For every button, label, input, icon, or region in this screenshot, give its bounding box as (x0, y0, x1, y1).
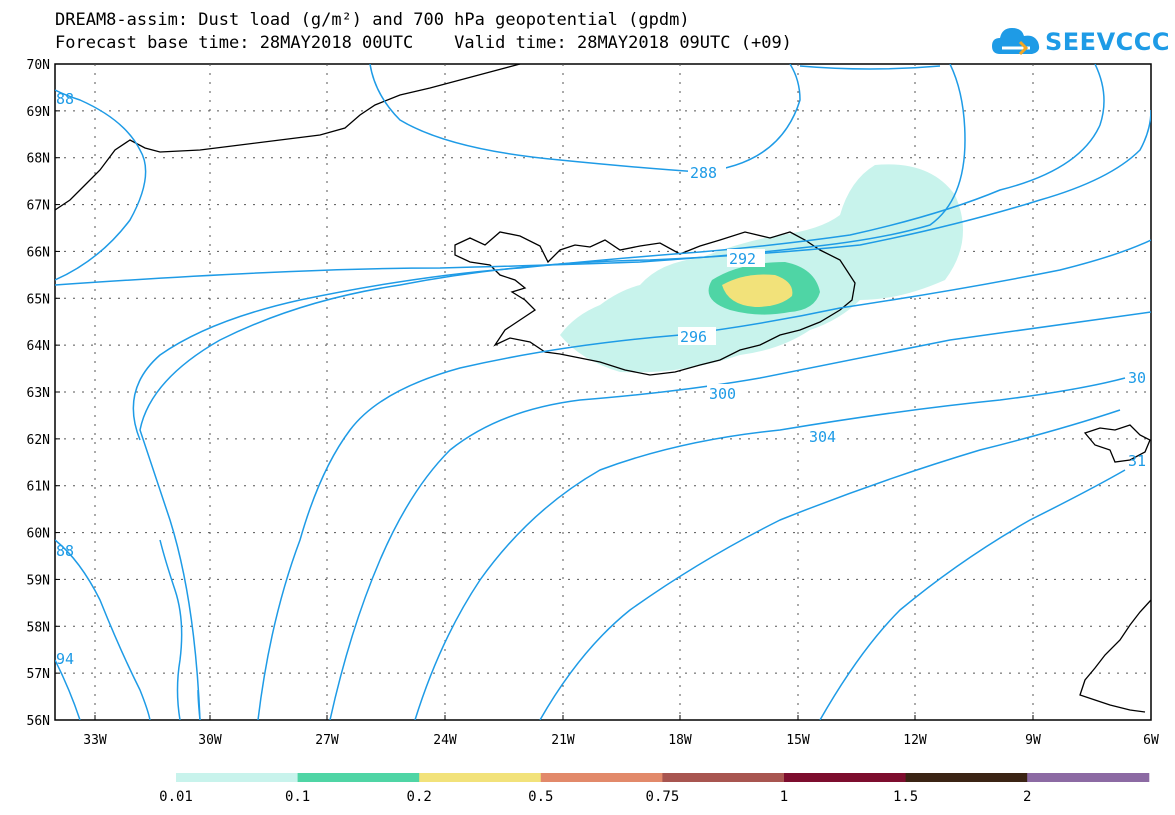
legend-label: 2 (1023, 789, 1031, 805)
lat-label: 68N (27, 152, 50, 167)
contour-308 (329, 311, 1151, 720)
logo-text: SEEVCCC (1045, 28, 1170, 56)
iceland-coastline (454, 231, 856, 376)
contour-label-308-east: 30 (1128, 369, 1146, 387)
contour-label-bg (678, 327, 716, 345)
contour-label-bg (807, 427, 845, 445)
contour-300 (139, 109, 1151, 720)
legend-label: 0.1 (285, 789, 310, 805)
contour-304 (257, 239, 1151, 720)
legend-label: 1 (780, 789, 788, 805)
contour-label-312-east: 31 (1128, 452, 1146, 470)
lat-label: 70N (27, 58, 50, 73)
contour-288-west (55, 89, 147, 281)
contour-label-bg (707, 384, 745, 402)
lon-label: 12W (903, 733, 927, 748)
lon-label: 33W (83, 733, 107, 748)
lon-label: 6W (1143, 733, 1159, 748)
lat-label: 56N (27, 714, 50, 729)
legend-swatch (540, 773, 663, 782)
faroe-coastline (1083, 424, 1151, 463)
lat-label: 63N (27, 386, 50, 401)
lon-label: 27W (315, 733, 339, 748)
lat-label: 65N (27, 292, 50, 307)
lat-label: 64N (27, 339, 50, 354)
lon-label: 21W (551, 733, 575, 748)
contour-label-292: 292 (729, 250, 756, 268)
contour-316 (539, 409, 1121, 720)
legend-label: 0.01 (159, 789, 193, 805)
contour-label-bg (688, 163, 726, 181)
contour-label-288-west: 88 (56, 90, 74, 108)
contour-label-288: 288 (690, 164, 717, 182)
legend-swatch (905, 773, 1028, 782)
norway-coastline (1079, 599, 1151, 713)
contour-288-north (369, 64, 801, 173)
legend-label: 1.5 (893, 789, 918, 805)
contour-label-bg (727, 249, 765, 267)
lon-label: 18W (668, 733, 692, 748)
lat-label: 67N (27, 199, 50, 214)
lon-label: 30W (198, 733, 222, 748)
legend-swatch (662, 773, 785, 782)
contour-label-288-southwest: 88 (56, 542, 74, 560)
legend-swatch (297, 773, 420, 782)
contour-label-294-southwest: 94 (56, 650, 74, 668)
chart-title: DREAM8-assim: Dust load (g/m²) and 700 h… (55, 10, 690, 30)
coastlines (55, 64, 1151, 713)
geopotential-contours-south (55, 65, 1151, 720)
contour-320 (819, 469, 1126, 720)
lat-label: 61N (27, 480, 50, 495)
lon-label: 9W (1025, 733, 1041, 748)
cloud-icon (992, 28, 1040, 56)
contour-north-top (799, 65, 941, 70)
legend-swatch (419, 773, 542, 782)
seevccc-logo: SEEVCCC (990, 22, 1170, 58)
contour-label-300: 300 (709, 385, 736, 403)
contour-296 (132, 64, 1105, 441)
map-frame (54, 63, 1152, 721)
dust-area-0.2 (722, 274, 793, 307)
contour-west-280 (159, 539, 183, 720)
legend-label: 0.75 (646, 789, 680, 805)
latitude-labels: 70N 69N 68N 67N 66N 65N 64N 63N 62N 61N 60N 59N 58N 5… (27, 58, 60, 729)
contour-west-ssw (55, 659, 81, 720)
lat-label: 57N (27, 667, 50, 682)
contour-label-304: 304 (809, 428, 836, 446)
lon-label: 24W (433, 733, 457, 748)
chart-subtitle: Forecast base time: 28MAY2018 00UTC Vali… (55, 33, 792, 53)
lon-label: 15W (786, 733, 810, 748)
contour-312 (414, 377, 1126, 720)
colorbar-legend: 0.01 0.1 0.2 0.5 0.75 1 1.5 2 (159, 773, 1150, 805)
lat-label: 66N (27, 245, 50, 260)
legend-swatch (784, 773, 907, 782)
contour-west-mid (197, 689, 201, 720)
lat-label: 59N (27, 573, 50, 588)
contour-labels: 288 292 296 300 304 88 88 94 30 31 (56, 90, 1146, 668)
contour-west-sw (55, 539, 151, 720)
lat-label: 60N (27, 527, 50, 542)
legend-label: 0.2 (407, 789, 432, 805)
geopotential-contours (55, 64, 1151, 720)
lat-label: 62N (27, 433, 50, 448)
lat-label: 58N (27, 620, 50, 635)
greenland-coastline (55, 64, 521, 211)
legend-label: 0.5 (528, 789, 553, 805)
contour-label-296: 296 (680, 328, 707, 346)
legend-swatch (176, 773, 299, 782)
lat-label: 69N (27, 105, 50, 120)
longitude-labels: 33W 30W 27W 24W 21W 18W 15W 12W 9W 6W (83, 715, 1159, 748)
dust-shading (560, 164, 963, 373)
legend-swatch (1027, 773, 1150, 782)
